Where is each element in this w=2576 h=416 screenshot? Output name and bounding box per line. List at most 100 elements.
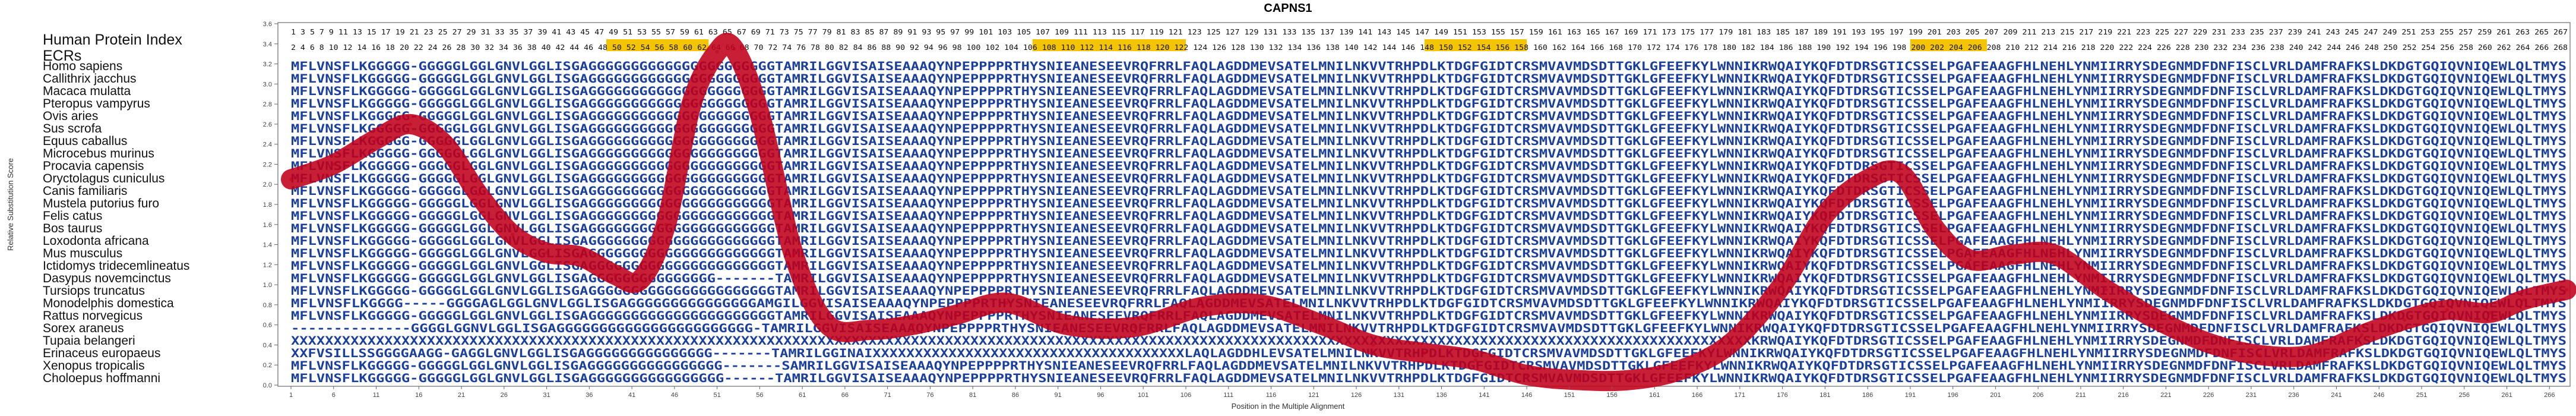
sequence-row: MFLVNSFLKGGGGG-GGGGGLGGLGNVLGGLISGAGGGGG… — [291, 97, 2566, 111]
species-label: Macaca mulatta — [43, 84, 131, 98]
ecr-band — [606, 39, 1988, 51]
curve-point — [1933, 228, 1938, 232]
chart-title: CAPNS1 — [1264, 2, 1312, 15]
y-tick-label: 2.8 — [263, 101, 272, 108]
x-tick-label: 156 — [1606, 392, 1617, 399]
human-index-row1: 1 3 5 7 9 11 13 15 17 19 21 23 25 27 29 … — [291, 28, 2568, 36]
sequence-row: MFLVNSFLKGGGGG-GGGGGLGGLGNVLGGLISGAGGGGG… — [291, 72, 2566, 86]
y-tick-label: 1.8 — [263, 201, 272, 209]
x-tick-label: 261 — [2501, 392, 2512, 399]
curve-point — [2011, 253, 2015, 257]
sequence-row: MFLVNSFLKGGGGG-GGGGGLGGLGNVLGGLISGAGGGGG… — [291, 122, 2566, 135]
curve-point — [1823, 212, 1827, 216]
x-tick-label: 206 — [2033, 392, 2043, 399]
x-tick-label: 101 — [1138, 392, 1148, 399]
sequence-row: MFLVNSFLKGGGGG-GGGGGLGGLGNVLGGLISGAGGGGG… — [291, 234, 2566, 248]
y-tick-label: 0.4 — [263, 342, 272, 349]
curve-point — [1473, 358, 1477, 362]
curve-point — [792, 253, 796, 257]
y-tick-label: 2.4 — [263, 141, 272, 149]
curve-point — [1005, 301, 1009, 305]
y-tick-label: 3.0 — [263, 81, 272, 88]
x-tick-label: 131 — [1394, 392, 1404, 399]
sequence-row: MFLVNSFLKGGGGG-GGGGGLGGLGNVLGGLISGAGGGGG… — [291, 172, 2566, 185]
curve-point — [732, 47, 736, 51]
ecr-region-2 — [1424, 39, 1527, 51]
curve-point — [511, 232, 515, 237]
species-label: Canis familiaris — [43, 184, 127, 198]
ecr-region-3 — [1910, 39, 1988, 51]
curve-point — [1678, 368, 1682, 372]
species-label: Mus musculus — [43, 247, 122, 260]
curve-point — [545, 251, 549, 255]
curve-point — [1065, 323, 1069, 327]
x-tick-label: 176 — [1777, 392, 1787, 399]
curve-point — [2053, 253, 2057, 257]
sequence-row: --------------GGGGLGGNVLGGLISGAGGGGGGGGG… — [291, 322, 2566, 335]
curve-point — [2258, 353, 2262, 357]
x-tick-label: 21 — [458, 392, 465, 399]
x-tick-label: 61 — [799, 392, 806, 399]
x-tick-label: 41 — [628, 392, 635, 399]
curve-point — [715, 50, 719, 54]
x-tick-label: 181 — [1819, 392, 1830, 399]
x-tick-label: 216 — [2118, 392, 2129, 399]
species-label: Tupaia belangeri — [43, 334, 135, 348]
x-tick-label: 46 — [671, 392, 678, 399]
x-tick-label: 71 — [884, 392, 891, 399]
curve-point — [689, 102, 694, 106]
curve-point — [2522, 298, 2526, 302]
species-label: Dasypus novemcinctus — [43, 272, 171, 285]
curve-point — [1627, 378, 1631, 382]
x-tick-label: 51 — [713, 392, 720, 399]
sequence-row: MFLVNSFLKGGGG-----GGGGAGLGGLGNVLGGLISGAG… — [291, 297, 2566, 310]
y-tick-label: 1.2 — [263, 261, 272, 269]
x-tick-label: 6 — [332, 392, 336, 399]
curve-point — [1320, 323, 1324, 327]
curve-point — [1968, 257, 1972, 261]
curve-point — [2565, 288, 2568, 292]
y-tick-label: 2.2 — [263, 161, 272, 168]
y-tick-label: 3.6 — [263, 21, 272, 28]
curve-point — [2104, 288, 2108, 292]
x-tick-label: 36 — [586, 392, 593, 399]
sequence-row: MFLVNSFLKGGGGG-GGGGGLGGLGNVLGGLISGAGGGGG… — [291, 59, 2566, 73]
curve-point — [442, 142, 447, 146]
species-label: Rattus norvegicus — [43, 309, 143, 323]
curve-point — [2445, 308, 2450, 312]
x-tick-label: 266 — [2544, 392, 2555, 399]
x-tick-label: 251 — [2416, 392, 2427, 399]
curve-point — [1422, 351, 1426, 355]
x-tick-label: 191 — [1905, 392, 1916, 399]
y-axis-label: Relative Substitution Score — [6, 158, 15, 251]
x-tick-label: 151 — [1564, 392, 1575, 399]
sequence-row: MFLVNSFLKGGGGG-GGGGGLGGLGNVLGGLISGAGGGGG… — [291, 247, 2566, 260]
curve-point — [1371, 343, 1375, 347]
curve-point — [1261, 302, 1265, 307]
x-axis: 1 6 11 16 21 26 31 36 41 46 51 56 61 66 71 76 81 86 91 96 10… — [289, 386, 2555, 399]
sequence-row: MFLVNSFLKGGGGG-GGGGGLGGLGNVLGGLISGAGGGGG… — [291, 272, 2566, 285]
curve-point — [1866, 177, 1870, 181]
species-label: Felis catus — [43, 209, 102, 223]
x-tick-label: 211 — [2075, 392, 2086, 399]
x-tick-label: 121 — [1308, 392, 1319, 399]
human-index-row2: 2 4 6 8 10 12 14 16 18 20 22 24 26 28 30… — [291, 43, 2568, 52]
x-tick-label: 166 — [1692, 392, 1702, 399]
sequence-row: MFLVNSFLKGGGGG-GGGGGLGGLGNVLGGLISGAGGGGG… — [291, 309, 2566, 323]
curve-point — [2403, 318, 2407, 322]
y-tick-label: 0.8 — [263, 302, 272, 309]
curve-point — [1132, 325, 1137, 329]
x-tick-label: 11 — [373, 392, 379, 399]
y-tick-label: 1.6 — [263, 222, 272, 229]
x-tick-label: 136 — [1436, 392, 1447, 399]
curve-point — [476, 193, 480, 197]
curve-point — [374, 137, 378, 141]
y-tick-label: 0.0 — [263, 382, 272, 389]
curve-point — [1900, 172, 1904, 177]
ecr-region-0 — [606, 39, 709, 51]
species-label: Xenopus tropicalis — [43, 359, 145, 373]
species-label: Sorex araneus — [43, 322, 124, 335]
x-tick-label: 1 — [289, 392, 293, 399]
sequence-row: MFLVNSFLKGGGGG-GGGGGLGGLGNVLGGLISGAGGGGG… — [291, 84, 2566, 98]
